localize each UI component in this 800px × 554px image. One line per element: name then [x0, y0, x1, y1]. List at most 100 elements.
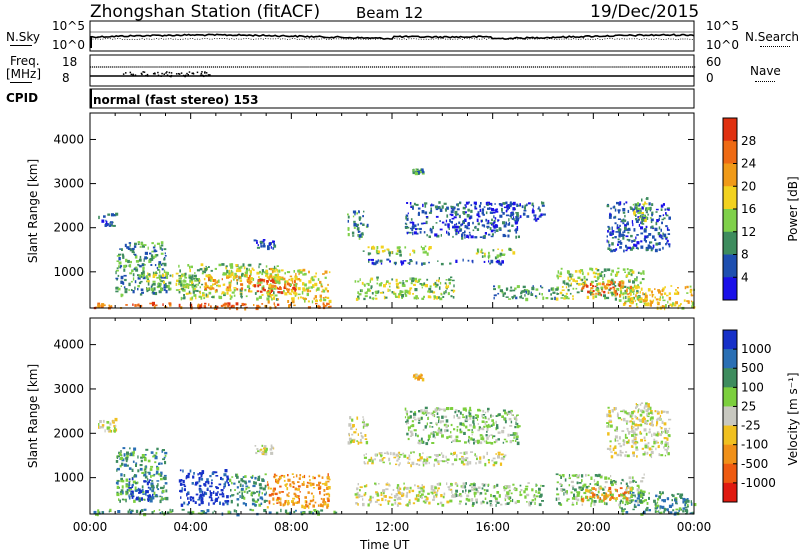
echo-cell	[319, 299, 323, 302]
echo-cell	[512, 296, 514, 300]
echo-cell	[130, 493, 132, 496]
echo-cell	[310, 277, 314, 281]
echo-cell	[302, 282, 305, 286]
echo-cell	[185, 292, 189, 295]
echo-cell	[156, 276, 159, 279]
echo-cell	[416, 485, 420, 487]
echo-cell	[236, 492, 239, 495]
echo-cell	[241, 480, 245, 483]
echo-cell	[481, 255, 484, 258]
echo-cell	[620, 240, 622, 242]
echo-cell	[611, 242, 614, 246]
echo-cell	[472, 425, 476, 429]
echo-cell	[682, 497, 685, 501]
echo-cell	[417, 417, 421, 420]
echo-cell	[591, 492, 594, 495]
echo-cell	[450, 205, 452, 208]
echo-cell	[450, 279, 452, 281]
echo-cell	[97, 512, 99, 517]
echo-cell	[618, 299, 622, 302]
echo-cell	[448, 281, 451, 285]
echo-cell	[519, 296, 522, 299]
echo-cell	[639, 499, 643, 503]
echo-cell	[182, 283, 185, 287]
echo-cell	[594, 295, 598, 298]
echo-cell	[133, 268, 137, 271]
echo-cell	[150, 257, 154, 261]
echo-cell	[656, 506, 659, 509]
echo-cell	[424, 406, 428, 410]
echo-cell	[301, 504, 304, 509]
echo-cell	[327, 486, 331, 490]
echo-cell	[668, 244, 671, 248]
echo-cell	[407, 461, 409, 464]
echo-cell	[446, 206, 449, 210]
echo-cell	[631, 300, 633, 303]
echo-cell	[643, 218, 647, 223]
echo-cell	[326, 290, 329, 293]
echo-cell	[578, 486, 582, 489]
echo-cell	[401, 296, 403, 299]
echo-cell	[406, 413, 408, 416]
echo-cell	[320, 497, 323, 500]
echo-cell	[403, 482, 405, 485]
echo-cell	[648, 496, 650, 500]
echo-cell	[264, 453, 268, 455]
echo-cell	[506, 411, 510, 415]
echo-cell	[153, 249, 157, 253]
echo-cell	[168, 281, 172, 285]
echo-cell	[298, 269, 302, 273]
echo-cell	[301, 291, 304, 295]
echo-cell	[569, 284, 572, 287]
colorbar-tick-label: 28	[741, 134, 756, 148]
echo-cell	[626, 274, 629, 277]
echo-cell	[361, 232, 364, 236]
echo-cell	[123, 474, 126, 477]
echo-cell	[115, 286, 118, 290]
echo-cell	[629, 279, 631, 282]
echo-cell	[199, 268, 203, 271]
echo-cell	[663, 217, 666, 220]
echo-cell	[644, 201, 647, 205]
echo-cell	[589, 292, 593, 294]
echo-cell	[312, 278, 315, 282]
echo-cell	[560, 475, 562, 479]
echo-cell	[188, 290, 191, 294]
echo-cell	[628, 497, 632, 500]
echo-cell	[198, 496, 200, 500]
echo-cell	[490, 434, 493, 436]
echo-cell	[660, 442, 663, 445]
echo-cell	[270, 279, 273, 282]
echo-cell	[626, 268, 629, 271]
echo-cell	[419, 231, 422, 234]
echo-cell	[261, 294, 264, 296]
echo-cell	[323, 304, 326, 308]
echo-cell	[430, 412, 433, 415]
echo-cell	[324, 287, 328, 291]
echo-cell	[226, 269, 228, 274]
echo-cell	[643, 439, 647, 442]
echo-cell	[243, 490, 246, 493]
echo-cell	[661, 505, 665, 509]
echo-cell	[256, 282, 260, 284]
echo-cell	[277, 298, 279, 301]
echo-cell	[649, 241, 651, 244]
echo-cell	[142, 273, 145, 277]
echo-cell	[581, 503, 584, 506]
echo-cell	[118, 253, 121, 256]
power-colorbar-label: Power [dB]	[786, 176, 800, 242]
echo-cell	[589, 282, 592, 286]
echo-cell	[508, 417, 512, 421]
echo-cell	[434, 494, 438, 496]
echo-cell	[347, 215, 350, 219]
echo-cell	[506, 491, 509, 495]
echo-cell	[626, 486, 628, 490]
echo-cell	[376, 246, 379, 250]
echo-cell	[669, 511, 673, 515]
echo-cell	[297, 481, 300, 483]
echo-cell	[165, 496, 169, 501]
echo-cell	[128, 487, 132, 489]
echo-cell	[454, 409, 458, 412]
echo-cell	[456, 225, 459, 229]
echo-cell	[607, 240, 610, 244]
